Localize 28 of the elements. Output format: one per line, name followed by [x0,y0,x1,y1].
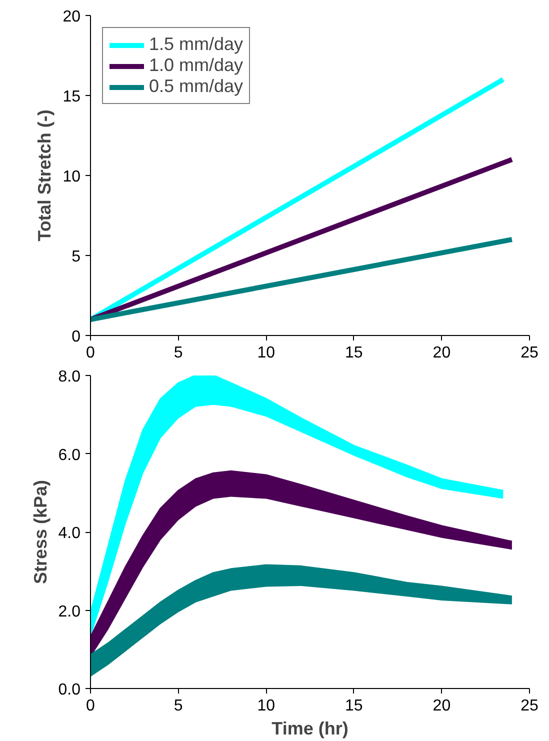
y-tick-label: 0 [72,328,81,346]
x-tick-label: 0 [86,698,96,714]
y-tick-label: 5 [72,248,81,266]
x-tick-label: 5 [174,344,183,362]
x-tick-label: 20 [432,698,451,714]
y-tick-label: 0.0 [58,682,81,698]
y-axis-title: Total Stretch (-) [34,110,55,242]
x-tick-label: 0 [86,344,96,362]
y-tick-label: 6.0 [58,446,81,464]
y-tick-label: 4.0 [58,525,81,542]
x-tick-label: 20 [432,344,451,362]
x-tick-label: 25 [520,344,538,362]
legend-label: 1.5 mm/day [149,34,244,55]
y-tick-label: 15 [62,88,81,106]
legend-label: 1.0 mm/day [149,55,244,76]
x-tick-label: 15 [345,698,363,714]
y-tick-label: 20 [62,8,81,26]
x-tick-label: 10 [257,698,276,714]
legend-label: 0.5 mm/day [149,76,244,97]
x-axis-title: Time (hr) [272,718,348,738]
y-axis-title: Stress (kPa) [30,480,50,584]
x-tick-label: 10 [257,344,276,362]
x-tick-label: 15 [345,344,363,362]
x-tick-label: 25 [520,698,538,714]
x-tick-label: 5 [174,698,183,714]
y-tick-label: 10 [62,168,81,186]
y-tick-label: 8.0 [58,368,81,386]
y-tick-label: 2.0 [58,603,81,620]
